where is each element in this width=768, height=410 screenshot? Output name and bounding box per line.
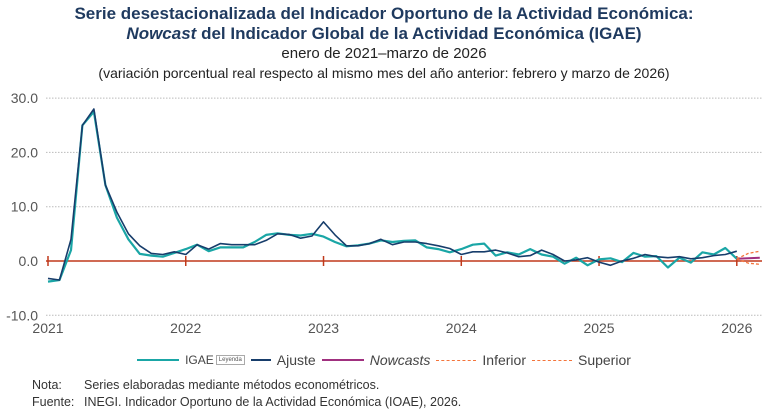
legend-inferior-swatch [436,359,477,361]
x-tick-label: 2026 [721,320,752,336]
legend-inferior: Inferior [482,352,526,368]
series-ajuste [47,108,738,281]
legend-tooltip: Leyenda [215,355,245,365]
chart-title-line2: Nowcast del Indicador Global de la Activ… [0,24,768,44]
x-tick-label: 2024 [446,320,477,336]
series-nowcasts [736,256,760,260]
x-tick-label: 2022 [170,320,201,336]
source: Fuente: INEGI. Indicador Oportuno de la A… [32,395,461,409]
note-label: Nota: [32,378,62,392]
legend-igae: IGAE [185,353,214,367]
legend-superior: Superior [577,352,631,368]
y-tick-label: -10.0 [6,307,38,323]
y-tick-label: 0.0 [19,253,39,269]
source-text: INEGI. Indicador Oportuno de la Activida… [84,395,462,409]
note-text: Series elaboradas mediante métodos econo… [84,378,380,392]
title-rest: del Indicador Global de la Actividad Eco… [196,24,642,43]
y-tick-label: 30.0 [11,90,38,106]
legend-ajuste-swatch [250,359,271,361]
series-superior [736,250,760,260]
series-igae [47,110,738,283]
source-label: Fuente: [32,395,75,409]
series-inferior [736,258,760,265]
x-tick-label: 2023 [308,320,339,336]
legend-igae-swatch [137,359,180,361]
note: Nota: Series elaboradas mediante métodos … [32,378,379,392]
chart-title: Serie desestacionalizada del Indicador O… [74,4,694,23]
x-tick-label: 2021 [32,320,63,336]
y-tick-label: 20.0 [11,144,38,160]
chart-subtitle: (variación porcentual real respecto al m… [98,65,670,81]
y-tick-label: 10.0 [11,199,38,215]
x-tick-label: 2025 [583,320,614,336]
legend-superior-swatch [531,359,572,361]
legend-ajuste: Ajuste [276,352,316,368]
chart-period: enero de 2021–marzo de 2026 [281,45,487,62]
legend-nowcasts: Nowcasts [369,352,431,368]
legend: IGAE Leyenda Ajuste Nowcasts Inferior Sup… [0,352,768,368]
title-nowcast: Nowcast [126,24,197,43]
legend-nowcasts-swatch [321,359,364,361]
